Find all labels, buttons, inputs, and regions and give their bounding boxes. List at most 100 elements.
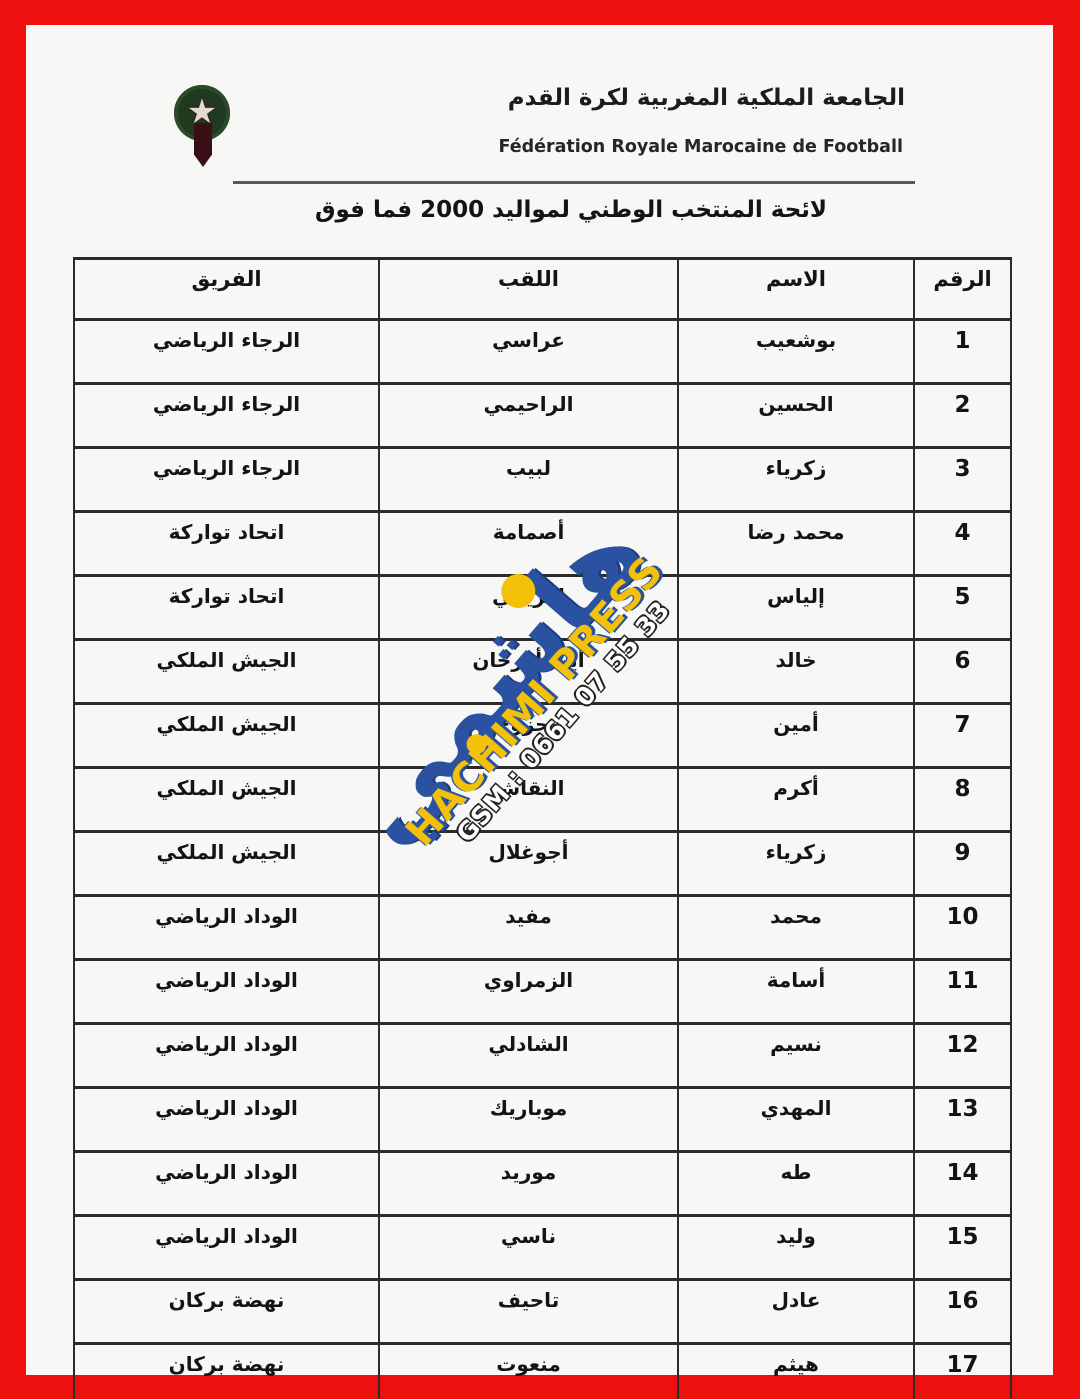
cell-number: 9 [913, 830, 1012, 897]
cell-surname: الراحيمي [378, 382, 679, 449]
table-row: 4 محمد رضا أصمامة اتحاد تواركة [73, 510, 1012, 577]
cell-surname: ناسي [378, 1214, 679, 1281]
cell-number: 12 [913, 1022, 1012, 1089]
table-row: 7 أمين زحزوح الجيش الملكي [73, 702, 1012, 769]
table-row: 13 المهدي موباريك الوداد الرياضي [73, 1086, 1012, 1153]
cell-team: الرجاء الرياضي [73, 382, 380, 449]
logo-tail-shape [194, 123, 212, 167]
table-row: 6 خالد أيت أورخان الجيش الملكي [73, 638, 1012, 705]
cell-number: 15 [913, 1214, 1012, 1281]
cell-team: نهضة بركان [73, 1278, 380, 1345]
cell-team: الجيش الملكي [73, 638, 380, 705]
cell-surname: أجوغلال [378, 830, 679, 897]
cell-team: اتحاد تواركة [73, 510, 380, 577]
cell-surname: مفيد [378, 894, 679, 961]
cell-surname: تاحيف [378, 1278, 679, 1345]
cell-team: اتحاد تواركة [73, 574, 380, 641]
cell-surname: زحزوح [378, 702, 679, 769]
cell-team: الجيش الملكي [73, 830, 380, 897]
org-name-french: Fédération Royale Marocaine de Football [498, 137, 903, 157]
cell-number: 1 [913, 318, 1012, 385]
header-row: الرقم الاسم اللقب الفريق [73, 257, 1012, 321]
cell-name: المهدي [677, 1086, 915, 1153]
cell-name: أسامة [677, 958, 915, 1025]
letterhead-divider [233, 181, 915, 184]
cell-number: 13 [913, 1086, 1012, 1153]
cell-surname: عراسي [378, 318, 679, 385]
roster-table-head: الرقم الاسم اللقب الفريق [73, 257, 1012, 321]
cell-number: 16 [913, 1278, 1012, 1345]
cell-number: 11 [913, 958, 1012, 1025]
cell-surname: الشادلي [378, 1022, 679, 1089]
cell-number: 8 [913, 766, 1012, 833]
cell-number: 17 [913, 1342, 1012, 1399]
roster-table-body: 1 بوشعيب عراسي الرجاء الرياضي 2 الحسين ا… [73, 318, 1012, 1399]
document-title: لائحة المنتخب الوطني لمواليد 2000 فما فو… [314, 197, 828, 223]
cell-surname: موريد [378, 1150, 679, 1217]
header-number: الرقم [913, 257, 1012, 321]
table-row: 10 محمد مفيد الوداد الرياضي [73, 894, 1012, 961]
table-row: 15 وليد ناسي الوداد الرياضي [73, 1214, 1012, 1281]
table-row: 2 الحسين الراحيمي الرجاء الرياضي [73, 382, 1012, 449]
document-page: ★ الجامعة الملكية المغربية لكرة القدم Fé… [26, 25, 1053, 1399]
table-row: 17 هيثم منعوت نهضة بركان [73, 1342, 1012, 1399]
cell-surname: موباريك [378, 1086, 679, 1153]
header-name: الاسم [677, 257, 915, 321]
cell-name: إلياس [677, 574, 915, 641]
cell-name: محمد رضا [677, 510, 915, 577]
table-row: 11 أسامة الزمراوي الوداد الرياضي [73, 958, 1012, 1025]
cell-team: الوداد الرياضي [73, 958, 380, 1025]
cell-surname: النقاش [378, 766, 679, 833]
cell-name: وليد [677, 1214, 915, 1281]
cell-name: هيثم [677, 1342, 915, 1399]
cell-name: محمد [677, 894, 915, 961]
table-row: 1 بوشعيب عراسي الرجاء الرياضي [73, 318, 1012, 385]
cell-number: 14 [913, 1150, 1012, 1217]
table-row: 9 زكرياء أجوغلال الجيش الملكي [73, 830, 1012, 897]
header-surname: اللقب [378, 257, 679, 321]
cell-name: طه [677, 1150, 915, 1217]
cell-name: خالد [677, 638, 915, 705]
table-row: 12 نسيم الشادلي الوداد الرياضي [73, 1022, 1012, 1089]
cell-team: الجيش الملكي [73, 702, 380, 769]
table-row: 16 عادل تاحيف نهضة بركان [73, 1278, 1012, 1345]
cell-name: زكرياء [677, 830, 915, 897]
header-team: الفريق [73, 257, 380, 321]
cell-number: 5 [913, 574, 1012, 641]
cell-name: عادل [677, 1278, 915, 1345]
cell-team: الوداد الرياضي [73, 1086, 380, 1153]
cell-team: الوداد الرياضي [73, 894, 380, 961]
cell-name: أمين [677, 702, 915, 769]
cell-team: الوداد الرياضي [73, 1022, 380, 1089]
cell-number: 10 [913, 894, 1012, 961]
cell-surname: الزمراوي [378, 958, 679, 1025]
table-row: 3 زكرياء لبيب الرجاء الرياضي [73, 446, 1012, 513]
cell-team: الرجاء الرياضي [73, 446, 380, 513]
cell-number: 4 [913, 510, 1012, 577]
cell-name: نسيم [677, 1022, 915, 1089]
cell-name: بوشعيب [677, 318, 915, 385]
cell-surname: أيت أورخان [378, 638, 679, 705]
cell-team: نهضة بركان [73, 1342, 380, 1399]
cell-surname: منعوت [378, 1342, 679, 1399]
cell-number: 6 [913, 638, 1012, 705]
org-name-arabic: الجامعة الملكية المغربية لكرة القدم [507, 85, 905, 111]
cell-name: الحسين [677, 382, 915, 449]
cell-team: الوداد الرياضي [73, 1214, 380, 1281]
cell-surname: لبيب [378, 446, 679, 513]
cell-surname: لكريمي [378, 574, 679, 641]
cell-team: الرجاء الرياضي [73, 318, 380, 385]
cell-team: الوداد الرياضي [73, 1150, 380, 1217]
roster-table: الرقم الاسم اللقب الفريق 1 بوشعيب عراسي … [73, 257, 1012, 1399]
table-row: 14 طه موريد الوداد الرياضي [73, 1150, 1012, 1217]
cell-team: الجيش الملكي [73, 766, 380, 833]
cell-surname: أصمامة [378, 510, 679, 577]
cell-number: 2 [913, 382, 1012, 449]
cell-number: 3 [913, 446, 1012, 513]
table-row: 8 أكرم النقاش الجيش الملكي [73, 766, 1012, 833]
cell-number: 7 [913, 702, 1012, 769]
table-row: 5 إلياس لكريمي اتحاد تواركة [73, 574, 1012, 641]
cell-name: أكرم [677, 766, 915, 833]
cell-name: زكرياء [677, 446, 915, 513]
